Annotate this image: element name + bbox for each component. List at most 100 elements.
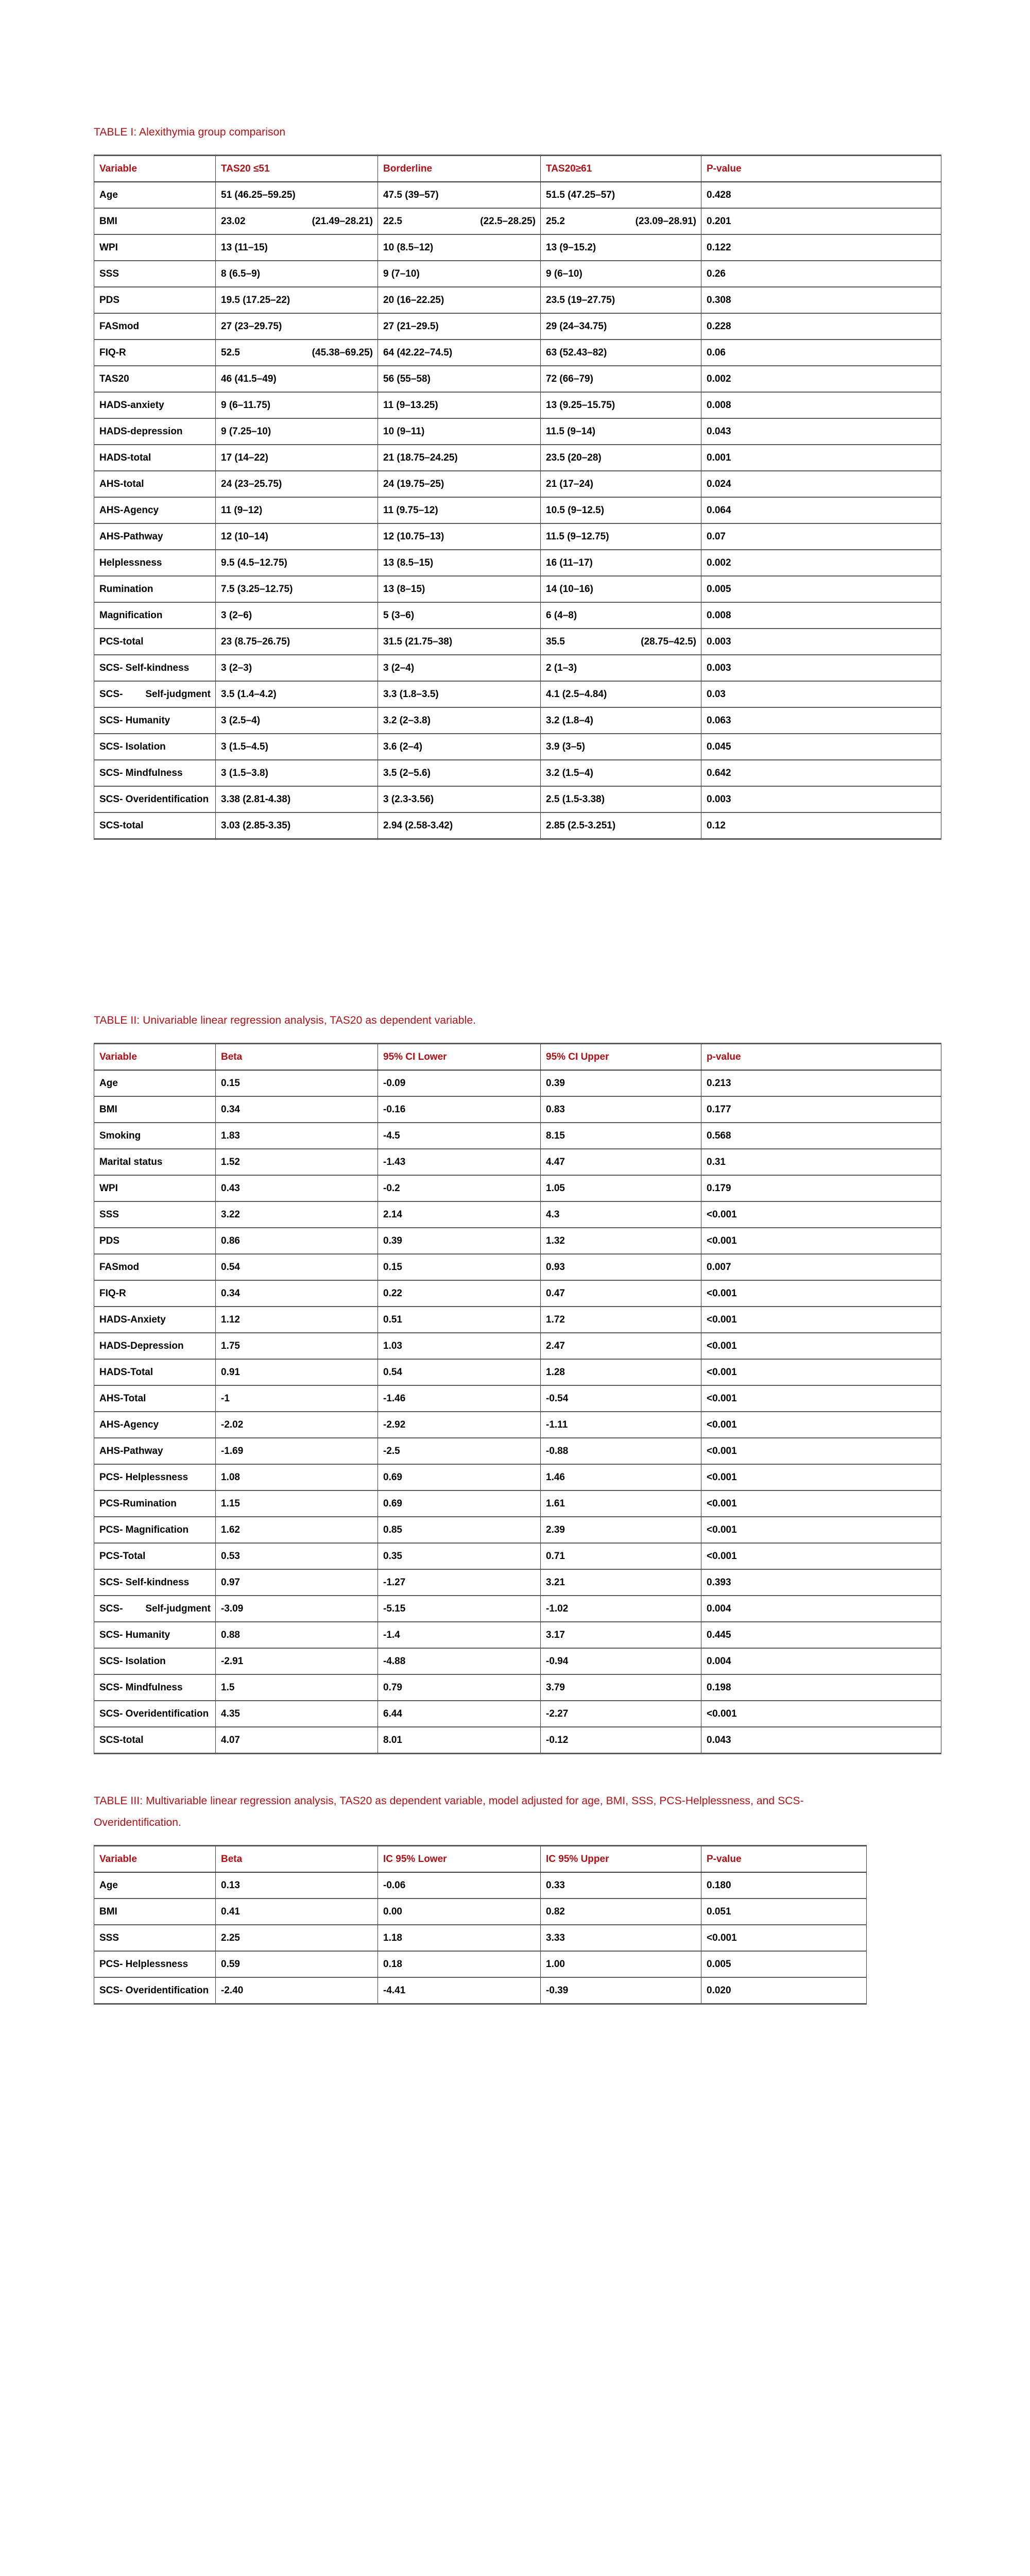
row-value-cell: 25.2 (23.09–28.91) [540, 208, 701, 235]
table-row: BMI 0.41 0.00 0.82 0.051 [94, 1898, 867, 1925]
table-row: Age 51 (46.25–59.25) 47.5 (39–57) 51.5 (47.… [94, 181, 941, 209]
table3-header-row: Variable Beta IC 95% Lower IC 95% Upper … [94, 1845, 867, 1873]
row-value-cell: 0.83 [540, 1096, 701, 1123]
row-value-cell: 0.85 [377, 1516, 541, 1544]
row-value-cell: -2.92 [377, 1411, 541, 1438]
row-value-cell: 1.75 [215, 1332, 378, 1360]
table-row: SCS- Self-judgment 3.5 (1.4–4.2) 3.3 (1.8–… [94, 681, 941, 708]
row-value-cell: 0.024 [701, 470, 941, 498]
row-value-cell: 0.308 [701, 286, 941, 314]
table-row: FASmod 0.54 0.15 0.93 0.007 [94, 1253, 941, 1281]
row-value-cell: 72 (66–79) [540, 365, 701, 393]
row-value-cell: -1 [215, 1385, 378, 1412]
row-value-cell: 0.51 [377, 1306, 541, 1333]
row-value-cell: 3.17 [540, 1621, 701, 1649]
table-row: SCS- Humanity 3 (2.5–4) 3.2 (2–3.8) 3.2 (1.… [94, 707, 941, 734]
table2-header: Variable Beta 95% CI Lower 95% CI Upper … [94, 1043, 941, 1071]
row-value-cell: 1.08 [215, 1464, 378, 1491]
row-variable-label: PCS-total [94, 628, 216, 655]
row-value-cell: 0.06 [701, 339, 941, 366]
table-row: SCS- Isolation 3 (1.5–4.5) 3.6 (2–4) 3.9 (3… [94, 733, 941, 760]
row-value-cell: 12 (10–14) [215, 523, 378, 550]
row-variable-label: SSS [94, 1201, 216, 1228]
row-value-cell: 0.007 [701, 1253, 941, 1281]
row-value-cell: 8.15 [540, 1122, 701, 1149]
row-value-cell: -4.41 [377, 1977, 541, 2005]
table-row: TAS20 46 (41.5–49) 56 (55–58) 72 (66–79) 0.0… [94, 365, 941, 393]
row-value-cell: -2.40 [215, 1977, 378, 2005]
row-value-cell: 0.93 [540, 1253, 701, 1281]
row-variable-label: AHS-Agency [94, 1411, 216, 1438]
row-value-cell: -0.09 [377, 1070, 541, 1097]
row-value-cell: <0.001 [701, 1464, 941, 1491]
table-row: WPI 13 (11–15) 10 (8.5–12) 13 (9–15.2) 0.122 [94, 234, 941, 261]
row-value-cell: -4.5 [377, 1122, 541, 1149]
row-value-cell: 0.34 [215, 1280, 378, 1307]
row-variable-label: SCS- Mindfulness [94, 1674, 216, 1701]
row-value-cell: 51.5 (47.25–57) [540, 181, 701, 209]
row-value-cell: 13 (11–15) [215, 234, 378, 261]
row-value-cell: 0.41 [215, 1898, 378, 1925]
row-value-cell: 0.002 [701, 549, 941, 577]
row-value-cell: 11 (9–12) [215, 497, 378, 524]
row-value-cell: -0.2 [377, 1175, 541, 1202]
table3-header: Variable Beta IC 95% Lower IC 95% Upper … [94, 1845, 867, 1873]
table-row: SCS-total 3.03 (2.85-3.35) 2.94 (2.58-3.42… [94, 812, 941, 840]
document-content: TABLE I: Alexithymia group comparison Va… [94, 122, 941, 2005]
row-value-cell: 3 (2–4) [377, 654, 541, 682]
row-variable-label: Smoking [94, 1122, 216, 1149]
table-row: SCS- Isolation -2.91 -4.88 -0.94 0.004 [94, 1648, 941, 1675]
table3-col-ic-lower: IC 95% Lower [377, 1845, 541, 1873]
row-value-cell: -2.91 [215, 1648, 378, 1675]
row-value-cell: 0.003 [701, 654, 941, 682]
row-value-cell: 0.03 [701, 681, 941, 708]
table1-col-tas20-le51: TAS20 ≤51 [215, 155, 378, 182]
row-value-cell: 0.35 [377, 1543, 541, 1570]
row-variable-label: FASmod [94, 1253, 216, 1281]
row-variable-label: SCS- Self-kindness [94, 654, 216, 682]
row-value-cell: 2 (1–3) [540, 654, 701, 682]
row-value-cell: 3 (1.5–4.5) [215, 733, 378, 760]
row-value-cell: 29 (24–34.75) [540, 313, 701, 340]
row-value-cell: 0.91 [215, 1359, 378, 1386]
row-value-cell: 1.00 [540, 1951, 701, 1978]
row-value-cell: -1.27 [377, 1569, 541, 1596]
row-value-cell: 3.6 (2–4) [377, 733, 541, 760]
row-variable-label: SCS- Self-kindness [94, 1569, 216, 1596]
row-value-cell: 4.35 [215, 1700, 378, 1727]
row-value-cell: 0.064 [701, 497, 941, 524]
row-variable-label: FIQ-R [94, 1280, 216, 1307]
row-value-cell: 0.26 [701, 260, 941, 287]
table-row: Helplessness 9.5 (4.5–12.75) 13 (8.5–15) 16… [94, 549, 941, 577]
table-row: SCS- Overidentification -2.40 -4.41 -0.39 0.… [94, 1977, 867, 2005]
table2-col-beta: Beta [215, 1043, 378, 1071]
row-value-cell: -4.88 [377, 1648, 541, 1675]
row-value-cell: -1.46 [377, 1385, 541, 1412]
row-value-cell: 0.07 [701, 523, 941, 550]
row-value-cell: 7.5 (3.25–12.75) [215, 575, 378, 603]
table-row: BMI 0.34 -0.16 0.83 0.177 [94, 1096, 941, 1123]
row-value-cell: 2.85 (2.5-3.251) [540, 812, 701, 840]
row-value-cell: -1.69 [215, 1437, 378, 1465]
row-value-cell: 11.5 (9–14) [540, 418, 701, 445]
row-variable-label: WPI [94, 234, 216, 261]
table-row: PCS-Total 0.53 0.35 0.71 <0.001 [94, 1543, 941, 1570]
table3-col-pvalue: P-value [701, 1845, 867, 1873]
row-value-cell: 52.5 (45.38–69.25) [215, 339, 378, 366]
row-value-cell: 23.5 (20–28) [540, 444, 701, 471]
row-variable-label: PCS-Total [94, 1543, 216, 1570]
row-value-cell: 1.46 [540, 1464, 701, 1491]
table-row: HADS-Anxiety 1.12 0.51 1.72 <0.001 [94, 1306, 941, 1333]
row-value-cell: 9 (7–10) [377, 260, 541, 287]
row-variable-label: PCS- Helplessness [94, 1464, 216, 1491]
row-value-cell: 22.5 (22.5–28.25) [377, 208, 541, 235]
table-row: SCS- Self-kindness 3 (2–3) 3 (2–4) 2 (1–3) 0… [94, 654, 941, 682]
row-variable-label: AHS-Pathway [94, 523, 216, 550]
row-value-cell: 6 (4–8) [540, 602, 701, 629]
row-value-cell: 0.54 [377, 1359, 541, 1386]
row-value-cell: 10 (8.5–12) [377, 234, 541, 261]
row-value-cell: 13 (8.5–15) [377, 549, 541, 577]
row-value-cell: 14 (10–16) [540, 575, 701, 603]
table-row: SSS 3.22 2.14 4.3 <0.001 [94, 1201, 941, 1228]
table-row: AHS-Agency -2.02 -2.92 -1.11 <0.001 [94, 1411, 941, 1438]
